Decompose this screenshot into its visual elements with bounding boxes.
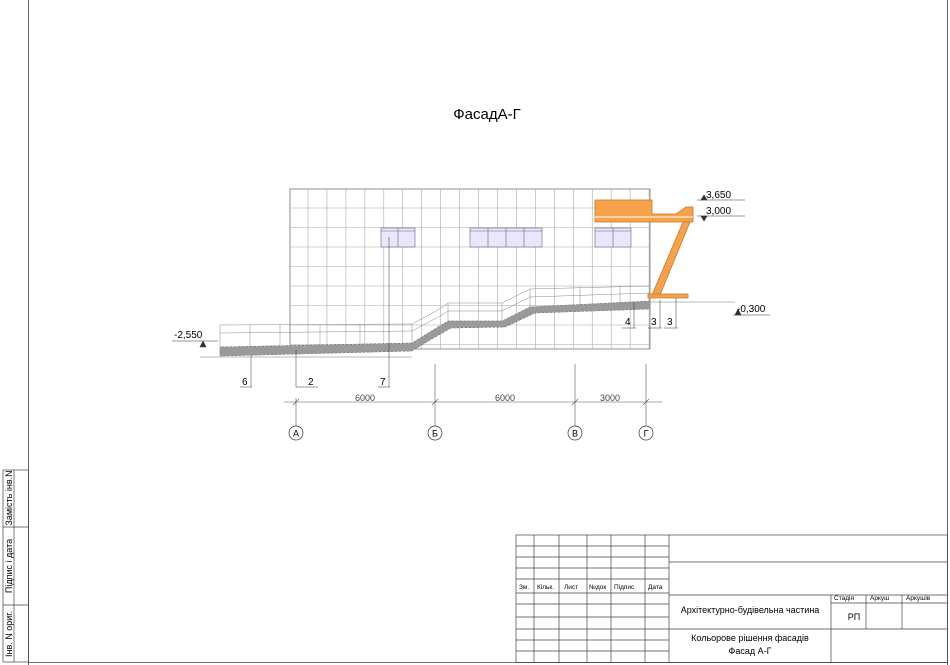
axis-v-bubble (567, 425, 583, 441)
ground-profile (200, 285, 735, 358)
stamp-signature-date: Підпис і дата (4, 539, 14, 593)
tb-col-ndok: №док (589, 584, 606, 591)
axis-bubbles (288, 425, 654, 441)
level-left-ground: -2,550 (174, 330, 203, 341)
tb-stage-value: РП (848, 612, 860, 622)
level-canopy: 3,000 (706, 206, 731, 217)
tb-sheet-title-2: Фасад А-Г (729, 646, 772, 656)
callout-leaders-bottom (240, 237, 390, 388)
callout-3b: 3 (667, 317, 673, 328)
tb-col-data: Дата (648, 584, 663, 591)
callout-4: 4 (625, 317, 631, 328)
axis-label-b: Б (432, 429, 438, 439)
tb-col-zm: Зм. (519, 584, 529, 591)
level-right-ground: -0,300 (737, 304, 766, 315)
entrance-canopy (594, 199, 694, 299)
stamp-original-inv: Інв. N ориг. (4, 611, 14, 657)
axis-label-v: В (572, 429, 578, 439)
tb-col-kilk: Кільк. (537, 583, 554, 591)
axis-a-bubble (288, 425, 304, 441)
tb-project: Архітектурно-будівельна частина (681, 605, 820, 615)
stamp-replaced-inv: Замість інв.N (4, 470, 14, 525)
axis-label-a: А (293, 429, 299, 439)
tb-col-pidpys: Підпис (614, 583, 635, 591)
axis-g-bubble (638, 425, 654, 441)
dimension-line (284, 364, 662, 426)
tb-sheet-label: Аркуш (870, 595, 889, 602)
tb-sheet-title-1: Кольорове рішення фасадів (691, 633, 809, 643)
window-middle (469, 227, 543, 248)
window-left (380, 227, 416, 248)
callout-2: 2 (308, 377, 314, 388)
window-right (594, 227, 632, 248)
title-block (515, 534, 948, 663)
callout-6: 6 (242, 377, 248, 388)
tb-stage-label: Стадія (834, 594, 854, 602)
axis-label-g: Г (644, 429, 649, 439)
level-marks (172, 194, 770, 348)
level-top: 3,650 (706, 190, 731, 201)
dimension-1: 6000 (355, 393, 375, 403)
facade-title: ФасадА-Г (453, 106, 520, 123)
dimension-2: 6000 (495, 393, 515, 403)
callout-leaders-right (622, 298, 678, 329)
dimension-3: 3000 (600, 393, 620, 403)
axis-b-bubble (427, 425, 443, 441)
tb-col-lyst: Лист (564, 584, 578, 591)
callout-3a: 3 (651, 317, 657, 328)
side-stamp (2, 469, 29, 663)
callout-7: 7 (380, 377, 386, 388)
tb-sheets-label: Аркушів (906, 594, 931, 602)
